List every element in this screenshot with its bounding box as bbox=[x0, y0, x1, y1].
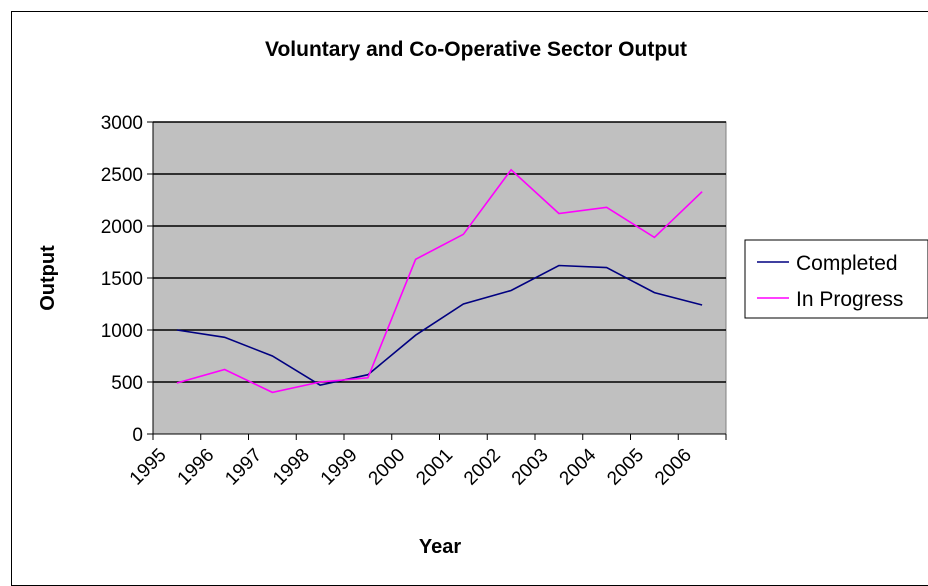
y-tick-label: 0 bbox=[132, 425, 143, 446]
chart-title: Voluntary and Co-Operative Sector Output bbox=[265, 38, 687, 61]
x-tick-label: 2004 bbox=[556, 444, 601, 489]
y-tick-labels: 0 500 1000 1500 2000 2500 3000 bbox=[101, 113, 143, 446]
x-tick-label: 2002 bbox=[460, 445, 505, 490]
grid-lines bbox=[153, 121, 726, 383]
legend-box bbox=[744, 239, 928, 319]
x-tick-label: 1999 bbox=[317, 445, 362, 490]
y-tick-label: 500 bbox=[111, 373, 143, 394]
x-tick-labels: 1995 1996 1997 1998 1999 2000 2001 2002 2003 2004… bbox=[126, 444, 696, 489]
x-axis-title: Year bbox=[419, 536, 461, 558]
y-tick-label: 1500 bbox=[101, 269, 143, 290]
y-tick-label: 3000 bbox=[101, 113, 143, 134]
x-tick-label: 2000 bbox=[365, 445, 410, 490]
series-lines bbox=[176, 168, 703, 394]
x-tick-label: 2001 bbox=[412, 445, 457, 490]
x-tick-label: 1998 bbox=[269, 445, 314, 490]
x-tick-label: 1995 bbox=[126, 445, 171, 490]
legend: Completed In Progress bbox=[744, 239, 928, 319]
series-line-completed bbox=[176, 264, 703, 386]
y-axis-title: Output bbox=[37, 245, 59, 311]
x-tick-label: 2006 bbox=[651, 445, 696, 490]
legend-label: Completed bbox=[796, 252, 898, 275]
y-tick-label: 2500 bbox=[101, 165, 143, 186]
legend-label: In Progress bbox=[796, 288, 903, 311]
x-tick-label: 1997 bbox=[221, 445, 266, 490]
x-tick-label: 1996 bbox=[174, 445, 219, 490]
series-line-in-progress bbox=[176, 168, 703, 394]
y-tick-label: 1000 bbox=[101, 321, 143, 342]
y-tick-label: 2000 bbox=[101, 217, 143, 238]
x-tick-label: 2005 bbox=[603, 445, 648, 490]
x-tick-label: 2003 bbox=[508, 445, 553, 490]
axes bbox=[147, 121, 727, 440]
